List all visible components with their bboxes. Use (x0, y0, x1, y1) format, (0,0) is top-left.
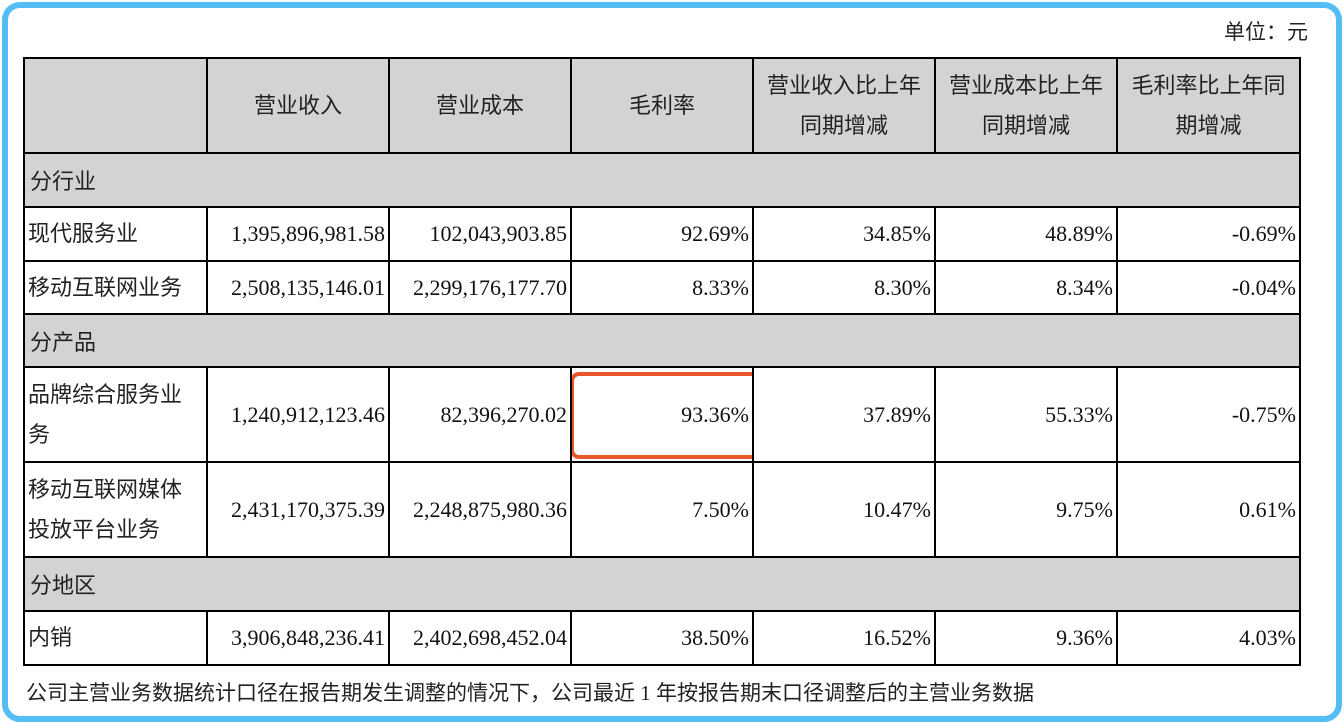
cell-gross-margin: 92.69% (570, 206, 754, 262)
cell-cost: 2,299,176,177.70 (388, 260, 572, 315)
header-blank (23, 57, 208, 154)
unit-label: 单位：元 (1224, 20, 1308, 44)
section-title: 分行业 (23, 152, 1301, 208)
cell-cost-yoy: 55.33% (934, 366, 1118, 463)
cell-gross-margin-highlighted: 93.36% (570, 366, 754, 463)
cell-margin-yoy: -0.04% (1116, 260, 1301, 315)
cell-cost-yoy: 8.34% (934, 260, 1118, 315)
table-row: 品牌综合服务业务 1,240,912,123.46 82,396,270.02 … (23, 366, 1301, 463)
row-label: 品牌综合服务业务 (23, 366, 208, 463)
cell-revenue: 1,395,896,981.58 (206, 206, 390, 262)
cell-cost: 2,248,875,980.36 (388, 461, 572, 558)
cell-margin-yoy: -0.75% (1116, 366, 1301, 463)
cell-revenue: 2,431,170,375.39 (206, 461, 390, 558)
table-row: 内销 3,906,848,236.41 2,402,698,452.04 38.… (23, 610, 1301, 666)
cell-margin-yoy: 0.61% (1116, 461, 1301, 558)
table-row: 移动互联网业务 2,508,135,146.01 2,299,176,177.7… (23, 260, 1301, 315)
table-row: 移动互联网媒体 投放平台业务 2,431,170,375.39 2,248,875… (23, 461, 1301, 558)
cell-gross-margin: 38.50% (570, 610, 754, 666)
header-cost-yoy: 营业成本比上年 同期增减 (934, 57, 1118, 154)
cell-revenue-yoy: 8.30% (752, 260, 936, 315)
cell-cost: 82,396,270.02 (388, 366, 572, 463)
cell-revenue-yoy: 10.47% (752, 461, 936, 558)
cell-revenue-yoy: 16.52% (752, 610, 936, 666)
cell-gross-margin: 8.33% (570, 260, 754, 315)
cell-cost-yoy: 48.89% (934, 206, 1118, 262)
header-row: 营业收入 营业成本 毛利率 营业收入比上年 同期增减 营业成本比上年 同期增减 毛利… (23, 57, 1301, 154)
header-cost: 营业成本 (388, 57, 572, 154)
cell-cost: 102,043,903.85 (388, 206, 572, 262)
cell-margin-yoy: -0.69% (1116, 206, 1301, 262)
row-label: 现代服务业 (23, 206, 208, 262)
cell-revenue: 2,508,135,146.01 (206, 260, 390, 315)
header-revenue-yoy: 营业收入比上年 同期增减 (752, 57, 936, 154)
cell-revenue: 3,906,848,236.41 (206, 610, 390, 666)
cell-cost-yoy: 9.36% (934, 610, 1118, 666)
header-margin-yoy: 毛利率比上年同 期增减 (1116, 57, 1301, 154)
row-label: 移动互联网业务 (23, 260, 208, 315)
main-business-table: 营业收入 营业成本 毛利率 营业收入比上年 同期增减 营业成本比上年 同期增减 毛利… (23, 57, 1301, 666)
header-gross-margin: 毛利率 (570, 57, 754, 154)
cell-revenue-yoy: 37.89% (752, 366, 936, 463)
cell-revenue: 1,240,912,123.46 (206, 366, 390, 463)
cell-revenue-yoy: 34.85% (752, 206, 936, 262)
section-row-product: 分产品 (23, 313, 1301, 368)
section-title: 分地区 (23, 556, 1301, 612)
section-row-industry: 分行业 (23, 152, 1301, 208)
section-title: 分产品 (23, 313, 1301, 368)
table-row: 现代服务业 1,395,896,981.58 102,043,903.85 92… (23, 206, 1301, 262)
row-label: 移动互联网媒体 投放平台业务 (23, 461, 208, 558)
cell-cost: 2,402,698,452.04 (388, 610, 572, 666)
row-label: 内销 (23, 610, 208, 666)
cell-gross-margin: 7.50% (570, 461, 754, 558)
section-row-region: 分地区 (23, 556, 1301, 612)
cell-cost-yoy: 9.75% (934, 461, 1118, 558)
cell-margin-yoy: 4.03% (1116, 610, 1301, 666)
footnote: 公司主营业务数据统计口径在报告期发生调整的情况下，公司最近 1 年按报告期末口径… (26, 681, 1034, 705)
header-revenue: 营业收入 (206, 57, 390, 154)
